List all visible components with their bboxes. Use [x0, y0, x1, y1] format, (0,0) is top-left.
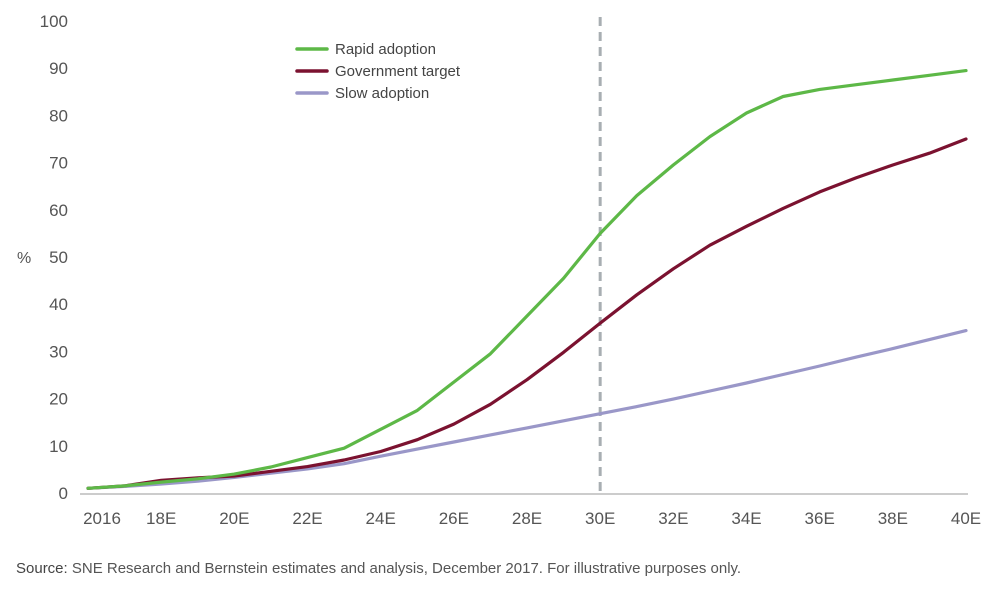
y-axis-ticks: 0 10 20 30 40 50 60 70 80 90 100 — [40, 12, 68, 503]
x-tick-label: 2016 — [83, 509, 121, 528]
y-tick-label: 50 — [49, 248, 68, 267]
legend-label: Government target — [335, 63, 461, 80]
x-tick-label: 20E — [219, 509, 249, 528]
series-line-government-target — [86, 137, 968, 490]
y-tick-label: 0 — [59, 484, 68, 503]
x-tick-label: 32E — [658, 509, 688, 528]
y-tick-label: 100 — [40, 12, 68, 31]
x-tick-label: 40E — [951, 509, 981, 528]
y-tick-label: 10 — [49, 437, 68, 456]
y-tick-label: 60 — [49, 201, 68, 220]
x-tick-label: 38E — [878, 509, 908, 528]
y-tick-label: 20 — [49, 390, 68, 409]
y-tick-label: 70 — [49, 154, 68, 173]
x-tick-label: 22E — [292, 509, 322, 528]
source-text: SNE Research and Bernstein estimates and… — [67, 560, 742, 577]
x-tick-label: 18E — [146, 509, 176, 528]
x-tick-label: 36E — [805, 509, 835, 528]
legend-label: Rapid adoption — [335, 41, 436, 58]
source-note: Source: SNE Research and Bernstein estim… — [16, 560, 741, 577]
y-tick-label: 40 — [49, 295, 68, 314]
y-tick-label: 90 — [49, 59, 68, 78]
series-line-slow-adoption — [86, 329, 968, 490]
x-tick-label: 34E — [731, 509, 761, 528]
x-axis-ticks: 2016 18E 20E 22E 24E 26E 28E 30E 32E 34E 36E 38E 40E — [83, 509, 981, 528]
x-tick-label: 26E — [439, 509, 469, 528]
source-label: Source: — [16, 560, 68, 577]
series-line-rapid-adoption — [86, 68, 968, 490]
x-tick-label: 30E — [585, 509, 615, 528]
legend-label: Slow adoption — [335, 85, 429, 102]
x-tick-label: 28E — [512, 509, 542, 528]
y-axis-label: % — [17, 250, 31, 267]
legend: Rapid adoption Government target Slow adop… — [295, 41, 461, 102]
x-tick-label: 24E — [366, 509, 396, 528]
y-tick-label: 30 — [49, 342, 68, 361]
series-lines — [86, 68, 968, 490]
y-tick-label: 80 — [49, 106, 68, 125]
